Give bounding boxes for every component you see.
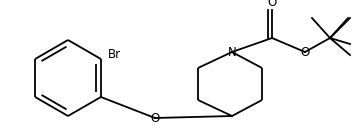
Text: O: O: [150, 112, 160, 124]
Text: N: N: [228, 46, 236, 59]
Text: O: O: [267, 0, 276, 9]
Text: O: O: [301, 46, 310, 59]
Text: Br: Br: [108, 48, 121, 62]
